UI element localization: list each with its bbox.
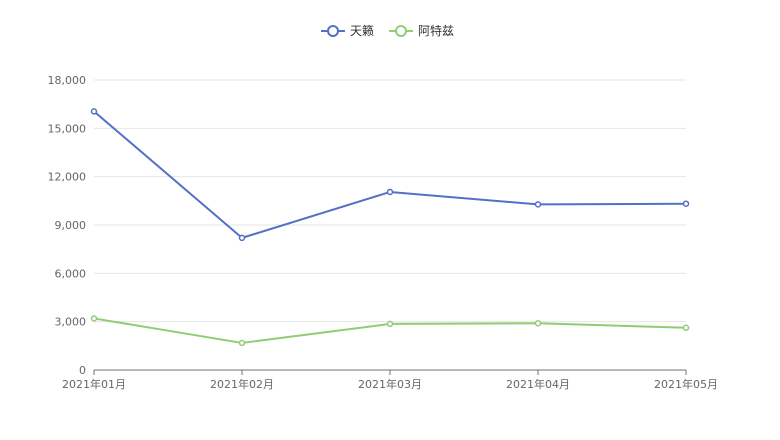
data-point[interactable] [682,324,690,332]
data-point[interactable] [534,201,542,208]
data-point[interactable] [682,200,690,207]
x-tick-label: 2021年04月 [506,377,570,391]
x-axis-ticks: 2021年01月 2021年02月 2021年03月 2021年04月 2021年05月 [62,370,718,391]
data-point[interactable] [386,188,394,196]
y-tick-label: 6,000 [55,267,87,280]
data-point[interactable] [386,320,394,328]
series-1 [90,108,690,242]
y-tick-label: 3,000 [55,316,87,329]
x-tick-label: 2021年03月 [358,377,422,391]
y-axis-ticks: 0 3,000 6,000 9,000 12,000 15,000 18,000 [48,74,87,377]
data-point[interactable] [238,234,246,242]
data-point[interactable] [238,339,246,347]
legend-label: 阿特兹 [418,23,454,38]
data-point[interactable] [90,108,98,115]
x-tick-label: 2021年01月 [62,377,126,391]
y-tick-label: 9,000 [55,219,87,232]
legend-marker-icon [395,25,407,37]
legend-item[interactable]: 天籁 [321,23,374,38]
legend-item[interactable]: 阿特兹 [389,23,454,38]
y-tick-label: 0 [79,364,86,377]
legend-marker-icon [327,25,339,37]
series-layer [90,108,690,347]
data-point[interactable] [534,320,542,327]
legend-label: 天籁 [350,23,374,38]
data-point[interactable] [90,315,98,322]
series-line [93,110,687,239]
legend[interactable]: 天籁 阿特兹 [321,23,454,38]
grid-lines [94,79,686,323]
y-tick-label: 18,000 [48,74,87,87]
y-tick-label: 15,000 [48,122,87,135]
x-tick-label: 2021年05月 [654,377,718,391]
series-2 [90,315,690,347]
x-tick-label: 2021年02月 [210,377,274,391]
y-tick-label: 12,000 [48,171,87,184]
